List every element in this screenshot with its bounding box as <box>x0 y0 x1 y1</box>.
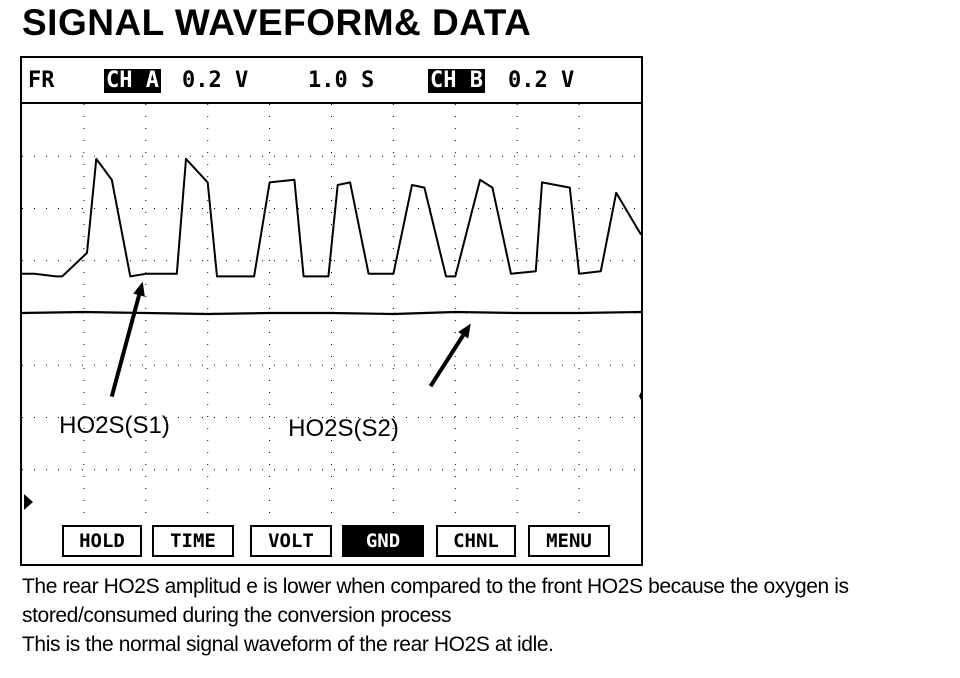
annotation-label: HO2S(S1) <box>59 412 170 439</box>
softkey-menu[interactable]: MENU <box>528 525 610 557</box>
annotation-label: HO2S(S2) <box>288 415 399 442</box>
annotation-arrow <box>109 294 141 398</box>
arrow-head-icon <box>458 323 471 339</box>
softkey-volt[interactable]: VOLT <box>250 525 332 557</box>
channel-a-scale: 0.2 V <box>182 68 249 93</box>
scope-status-bar: FR CH A 0.2 V 1.0 S CH B 0.2 V <box>22 58 641 102</box>
page-title: SIGNAL WAVEFORM& DATA <box>22 2 532 43</box>
waveform-plot: HO2S(S1) HO2S(S2) <box>22 104 641 522</box>
channel-marker-icon <box>639 392 641 400</box>
ground-marker-icon <box>24 494 33 510</box>
oscilloscope-screen: FR CH A 0.2 V 1.0 S CH B 0.2 V HO2S(S1) H… <box>20 56 643 566</box>
annotation-arrow <box>428 334 465 388</box>
channel-b-label[interactable]: CH B <box>428 68 485 93</box>
annotation-group: HO2S(S1) HO2S(S2) <box>59 281 471 442</box>
channel-a-label[interactable]: CH A <box>104 68 161 93</box>
softkey-bar: HOLD TIME VOLT GND CHNL MENU <box>62 525 622 561</box>
softkey-gnd[interactable]: GND <box>342 525 424 557</box>
softkey-time[interactable]: TIME <box>152 525 234 557</box>
mode-label: FR <box>28 68 55 93</box>
caption-line: The rear HO2S amplitud e is lower when c… <box>22 575 849 598</box>
trace-ho2s-s1 <box>22 157 641 278</box>
softkey-chnl[interactable]: CHNL <box>436 525 516 557</box>
softkey-hold[interactable]: HOLD <box>62 525 142 557</box>
trace-group <box>22 157 641 316</box>
arrow-head-icon <box>133 281 145 297</box>
header-divider <box>22 102 641 104</box>
timebase-value: 1.0 S <box>308 68 375 93</box>
caption: The rear HO2S amplitud e is lower when c… <box>22 572 952 659</box>
caption-line: This is the normal signal waveform of th… <box>22 633 554 656</box>
caption-line: stored/consumed during the conversion pr… <box>22 604 452 627</box>
channel-b-scale: 0.2 V <box>508 68 575 93</box>
plot-grid <box>22 104 641 522</box>
trace-ho2s-s2 <box>22 310 641 316</box>
